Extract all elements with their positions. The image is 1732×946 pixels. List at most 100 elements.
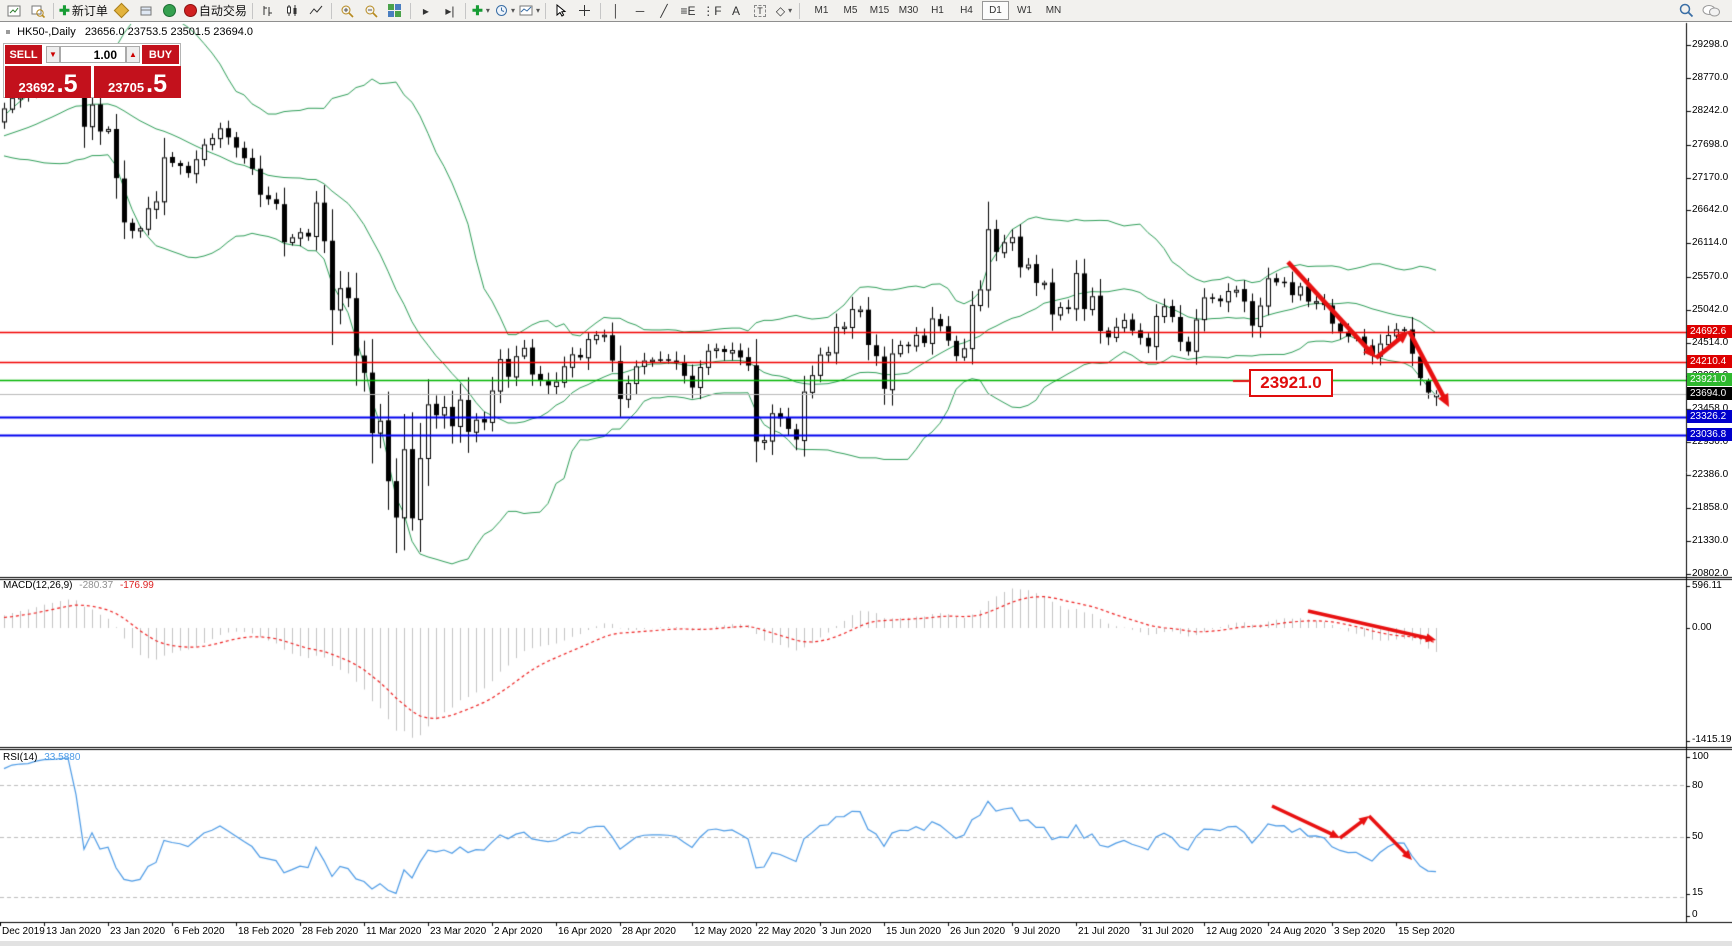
date-axis-label: 3 Jun 2020 [822, 926, 872, 937]
templates-button[interactable]: ▾ [517, 2, 542, 20]
rsi-indicator-label: RSI(14) 33.5880 [3, 752, 80, 763]
line-chart-button[interactable] [304, 2, 328, 20]
autotrade-button[interactable]: 自动交易 [182, 2, 249, 20]
price-tick-label: 25570.0 [1692, 271, 1729, 283]
price-line-badge: 24692.6 [1687, 324, 1732, 338]
date-axis-label: 28 Apr 2020 [622, 926, 676, 937]
tile-windows-button[interactable] [383, 2, 407, 20]
text-tool[interactable]: A [731, 3, 740, 18]
volume-decrease-button[interactable]: ▼ [46, 46, 60, 63]
templates-icon [519, 5, 533, 16]
macd-name: MACD(12,26,9) [3, 580, 73, 591]
toolbar-separator [251, 2, 253, 19]
toolbar-separator [409, 2, 411, 19]
price-tick-label: 26114.0 [1692, 237, 1728, 249]
buy-button[interactable]: BUY [142, 45, 179, 64]
timeframe-button-MN[interactable]: MN [1045, 5, 1062, 16]
candlestick-chart-icon [286, 5, 297, 16]
timeframe-button-M15[interactable]: M15 [869, 5, 890, 16]
history-center-button[interactable] [110, 2, 134, 20]
macd-indicator-label: MACD(12,26,9) -280.37 -176.99 [3, 580, 154, 591]
toolbar-separator [464, 2, 466, 19]
history-center-icon [114, 2, 130, 19]
zoom-out-icon [365, 5, 378, 18]
indicators-button[interactable]: ✚ ▾ [469, 2, 493, 20]
top-toolbar: ✚ 新订单 自动交易 ▸ ▸ [0, 0, 1732, 22]
chevron-down-icon: ▾ [510, 6, 515, 15]
volume-input[interactable]: 1.00 [60, 46, 126, 63]
date-axis-label: 23 Jan 2020 [110, 926, 166, 937]
timeframe-button-M30[interactable]: M30 [898, 5, 919, 16]
zoom-out-button[interactable] [359, 2, 383, 20]
search-icon[interactable] [1679, 3, 1694, 18]
horizontal-scrollbar[interactable] [0, 941, 1732, 946]
auto-scroll-button[interactable]: ▸ [414, 2, 438, 20]
tile-windows-icon [388, 4, 402, 17]
price-tick-label: 27170.0 [1692, 171, 1729, 183]
timeframe-button-H4[interactable]: H4 [960, 5, 973, 16]
sell-button[interactable]: SELL [5, 45, 42, 64]
price-line-badge: 23694.0 [1687, 386, 1732, 400]
macd-axis-label: 596.11 [1692, 580, 1722, 591]
chart-profiles-button[interactable] [26, 2, 50, 20]
shapes-tool[interactable]: ◇ ▾ [772, 2, 796, 20]
chart-shift-button[interactable]: ▸| [438, 2, 462, 20]
price-annotation-box[interactable]: 23921.0 [1249, 369, 1333, 397]
timeframe-button-D1[interactable]: D1 [981, 1, 1009, 20]
fibonacci-tool[interactable]: ⋮F [702, 3, 722, 18]
timeframe-button-W1[interactable]: W1 [1016, 5, 1032, 16]
chart-shift-icon: ▸| [445, 3, 455, 18]
new-order-button[interactable]: ✚ 新订单 [57, 2, 110, 20]
trendline-tool[interactable]: ╱ [660, 3, 668, 18]
date-axis-label: 12 May 2020 [694, 926, 752, 937]
price-line-badge: 23921.0 [1687, 372, 1732, 386]
chart-magnifier-icon [31, 5, 45, 18]
equidistant-channel-tool[interactable]: ≡E [680, 3, 696, 18]
candlestick-chart-button[interactable] [280, 2, 304, 20]
rsi-axis-label: 15 [1692, 887, 1704, 898]
sell-price-panel[interactable]: 23692 .5 [5, 66, 91, 98]
sell-price-main: 23692 [18, 80, 55, 95]
date-axis-label: 31 Jul 2020 [1142, 926, 1194, 937]
zoom-in-icon [341, 5, 354, 18]
periods-button[interactable]: ▾ [493, 2, 517, 20]
buy-price-panel[interactable]: 23705 .5 [94, 66, 181, 98]
shapes-icon: ◇ [775, 3, 786, 18]
date-axis-label: 16 Apr 2020 [558, 926, 612, 937]
toolbar-separator [544, 2, 546, 19]
price-tick-label: 20802.0 [1692, 568, 1729, 580]
crosshair-button[interactable] [573, 2, 597, 20]
price-tick-label: 24514.0 [1692, 336, 1729, 348]
cursor-button[interactable] [549, 2, 573, 20]
timeframe-button-M1[interactable]: M1 [814, 5, 829, 16]
timeframe-button-H1[interactable]: H1 [931, 5, 944, 16]
price-tick-label: 21330.0 [1692, 535, 1729, 547]
volume-increase-button[interactable]: ▲ [126, 46, 140, 63]
date-axis-label: 3 Sep 2020 [1334, 926, 1386, 937]
date-axis-label: 15 Sep 2020 [1398, 926, 1455, 937]
buy-price-pips: .5 [146, 70, 167, 98]
text-label-icon: T [754, 4, 766, 17]
chat-icon[interactable] [1702, 4, 1720, 18]
new-order-label: 新订单 [71, 4, 108, 18]
indicators-icon: ✚ [471, 2, 483, 18]
vertical-line-tool[interactable]: │ [612, 3, 620, 18]
zoom-in-button[interactable] [335, 2, 359, 20]
auto-scroll-icon: ▸ [422, 3, 429, 18]
buy-price-main: 23705 [107, 80, 145, 95]
market-watch-button[interactable] [158, 2, 182, 20]
symbol-period-label: HK50-,Daily [17, 26, 76, 38]
timeframe-button-M5[interactable]: M5 [843, 5, 858, 16]
text-label-tool[interactable]: T [748, 2, 772, 20]
horizontal-line-tool[interactable]: ─ [635, 3, 645, 18]
date-axis-label: 26 Jun 2020 [950, 926, 1006, 937]
new-chart-button[interactable] [2, 2, 26, 20]
bar-chart-button[interactable] [256, 2, 280, 20]
date-axis-label: 28 Feb 2020 [302, 926, 359, 937]
date-axis-label: Dec 2019 [2, 926, 45, 937]
chevron-down-icon: ▾ [788, 6, 793, 15]
data-window-button[interactable] [134, 2, 158, 20]
date-axis-label: 13 Jan 2020 [46, 926, 102, 937]
